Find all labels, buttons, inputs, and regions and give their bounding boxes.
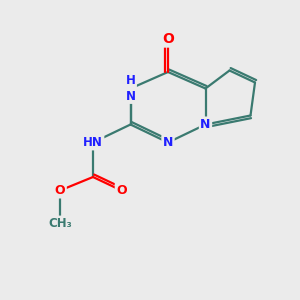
Text: H
N: H N [125,74,136,103]
Text: N: N [163,136,173,149]
Text: O: O [116,184,127,197]
Text: O: O [162,32,174,46]
Text: HN: HN [83,136,103,149]
Text: O: O [55,184,65,197]
Text: CH₃: CH₃ [48,217,72,230]
Text: N: N [200,118,211,131]
